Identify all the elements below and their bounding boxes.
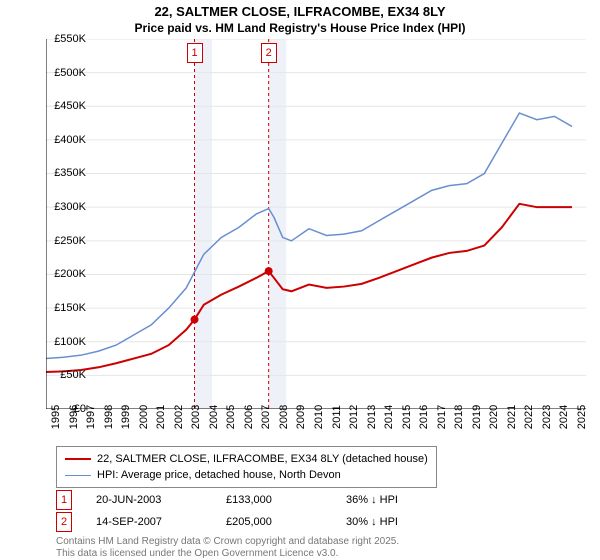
x-tick-label: 2019 xyxy=(471,405,483,429)
x-tick-label: 2009 xyxy=(295,405,307,429)
legend-item-price-paid: 22, SALTMER CLOSE, ILFRACOMBE, EX34 8LY … xyxy=(65,451,428,467)
y-tick-label: £50K xyxy=(60,369,86,381)
x-tick-label: 2025 xyxy=(576,405,588,429)
x-tick-label: 2024 xyxy=(558,405,570,429)
chart-plot-area: £0£50K£100K£150K£200K£250K£300K£350K£400… xyxy=(46,39,596,409)
x-tick-label: 1998 xyxy=(103,405,115,429)
sale-price-2: £205,000 xyxy=(226,516,346,528)
y-tick-label: £550K xyxy=(54,33,86,45)
chart-title-line2: Price paid vs. HM Land Registry's House … xyxy=(0,21,600,39)
footer-line1: Contains HM Land Registry data © Crown c… xyxy=(56,536,399,548)
x-tick-label: 2022 xyxy=(523,405,535,429)
y-tick-label: £500K xyxy=(54,67,86,79)
x-tick-label: 1999 xyxy=(120,405,132,429)
footer-line2: This data is licensed under the Open Gov… xyxy=(56,548,399,560)
y-tick-label: £350K xyxy=(54,167,86,179)
sale-marker-1: 1 xyxy=(56,490,72,510)
x-tick-label: 2010 xyxy=(313,405,325,429)
x-tick-label: 2017 xyxy=(436,405,448,429)
x-tick-label: 2018 xyxy=(453,405,465,429)
y-tick-label: £400K xyxy=(54,134,86,146)
legend-label-hpi: HPI: Average price, detached house, Nort… xyxy=(97,469,341,481)
x-tick-label: 2021 xyxy=(506,405,518,429)
x-tick-label: 2008 xyxy=(278,405,290,429)
x-tick-label: 2007 xyxy=(260,405,272,429)
sale-date-2: 14-SEP-2007 xyxy=(96,516,226,528)
sale-row-2: 2 14-SEP-2007 £205,000 30% ↓ HPI xyxy=(56,512,398,532)
x-tick-label: 1996 xyxy=(68,405,80,429)
y-tick-label: £450K xyxy=(54,100,86,112)
y-tick-label: £250K xyxy=(54,235,86,247)
footer-copyright: Contains HM Land Registry data © Crown c… xyxy=(56,536,399,560)
x-tick-label: 2014 xyxy=(383,405,395,429)
x-tick-label: 2016 xyxy=(418,405,430,429)
sale-cmp-1: 36% ↓ HPI xyxy=(346,494,398,506)
y-tick-label: £100K xyxy=(54,336,86,348)
x-tick-label: 2006 xyxy=(243,405,255,429)
sale-marker-flag: 2 xyxy=(261,43,277,63)
x-tick-label: 2005 xyxy=(225,405,237,429)
sale-date-1: 20-JUN-2003 xyxy=(96,494,226,506)
sale-row-1: 1 20-JUN-2003 £133,000 36% ↓ HPI xyxy=(56,490,398,510)
y-tick-label: £300K xyxy=(54,201,86,213)
sale-marker-2: 2 xyxy=(56,512,72,532)
x-tick-label: 2015 xyxy=(401,405,413,429)
sale-price-1: £133,000 xyxy=(226,494,346,506)
x-tick-label: 1997 xyxy=(85,405,97,429)
legend-swatch-price-paid xyxy=(65,458,91,460)
x-tick-label: 2023 xyxy=(541,405,553,429)
x-tick-label: 2011 xyxy=(331,405,343,429)
legend-item-hpi: HPI: Average price, detached house, Nort… xyxy=(65,467,428,483)
sale-marker-flag: 1 xyxy=(187,43,203,63)
y-tick-label: £150K xyxy=(54,302,86,314)
legend-box: 22, SALTMER CLOSE, ILFRACOMBE, EX34 8LY … xyxy=(56,446,437,488)
x-tick-label: 2003 xyxy=(190,405,202,429)
chart-svg xyxy=(46,39,586,409)
chart-title-line1: 22, SALTMER CLOSE, ILFRACOMBE, EX34 8LY xyxy=(0,0,600,21)
x-tick-label: 1995 xyxy=(50,405,62,429)
x-tick-label: 2020 xyxy=(488,405,500,429)
x-tick-label: 2013 xyxy=(366,405,378,429)
legend-swatch-hpi xyxy=(65,475,91,476)
y-tick-label: £200K xyxy=(54,268,86,280)
x-tick-label: 2000 xyxy=(138,405,150,429)
x-tick-label: 2002 xyxy=(173,405,185,429)
x-tick-label: 2012 xyxy=(348,405,360,429)
legend-label-price-paid: 22, SALTMER CLOSE, ILFRACOMBE, EX34 8LY … xyxy=(97,453,428,465)
x-tick-label: 2001 xyxy=(155,405,167,429)
sale-cmp-2: 30% ↓ HPI xyxy=(346,516,398,528)
x-tick-label: 2004 xyxy=(208,405,220,429)
